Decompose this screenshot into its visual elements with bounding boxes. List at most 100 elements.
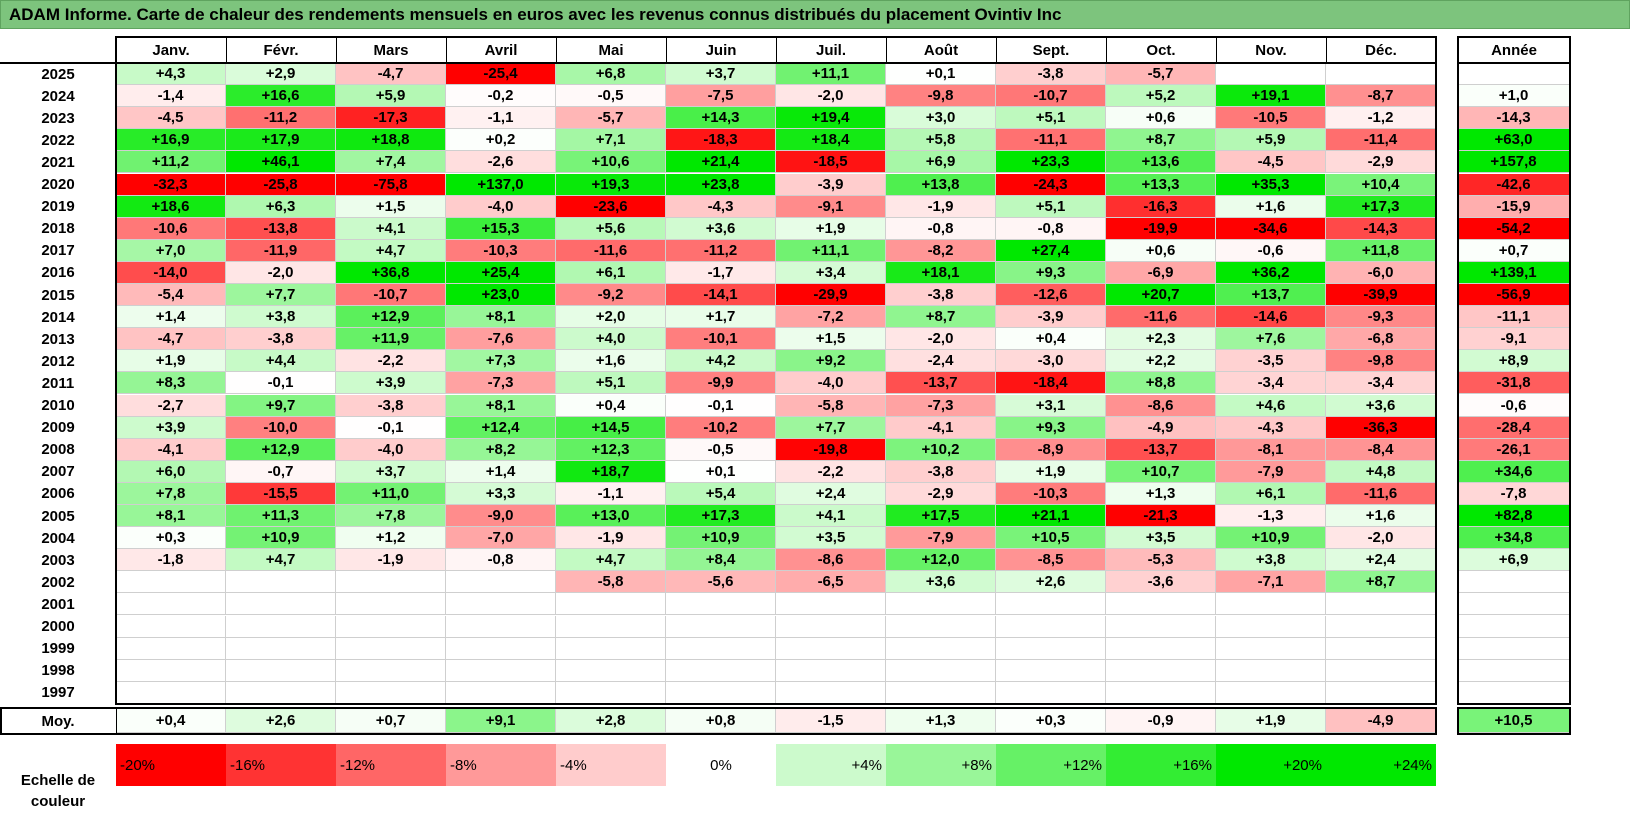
average-cell: +2,8 (556, 709, 666, 733)
heatmap-cell: -14,6 (1216, 306, 1326, 329)
heatmap-cell (886, 637, 996, 660)
year-label: 2001 (41, 595, 75, 613)
heatmap-cell (886, 681, 996, 704)
heatmap-cell: -7,6 (446, 328, 556, 351)
year-total-cell (1458, 615, 1570, 638)
heatmap-cell: -4,5 (1216, 151, 1326, 174)
heatmap-cell: +1,2 (336, 527, 446, 550)
heatmap-cell: +4,4 (226, 350, 336, 373)
year-label: 2025 (41, 65, 75, 83)
heatmap-cell: -7,9 (886, 527, 996, 550)
heatmap-cell: -12,6 (996, 284, 1106, 307)
heatmap-cell: +17,3 (666, 505, 776, 528)
heatmap-cell: -6,8 (1326, 328, 1436, 351)
heatmap-cell: +4,6 (1216, 394, 1326, 417)
year-label: 2018 (41, 220, 75, 238)
heatmap-cell: +7,8 (336, 505, 446, 528)
heatmap-cell: -8,1 (1216, 438, 1326, 461)
heatmap-cell: -11,6 (1106, 306, 1216, 329)
heatmap-cell: -0,1 (336, 416, 446, 439)
year-total-cell: +6,9 (1458, 549, 1570, 572)
heatmap-cell (1326, 593, 1436, 616)
heatmap-cell: -0,5 (556, 85, 666, 108)
month-header: Avril (484, 41, 518, 59)
heatmap-cell: +7,0 (116, 239, 226, 262)
heatmap-cell: +12,9 (226, 438, 336, 461)
heatmap-cell: -10,1 (666, 328, 776, 351)
average-cell: -4,9 (1326, 709, 1436, 733)
heatmap-cell: +10,4 (1326, 173, 1436, 196)
heatmap-cell: +2,4 (776, 482, 886, 505)
heatmap-cell: -8,9 (996, 438, 1106, 461)
heatmap-cell: +14,3 (666, 107, 776, 130)
month-header: Déc. (1365, 41, 1397, 59)
heatmap-cell: -2,4 (886, 350, 996, 373)
heatmap-cell: +7,7 (226, 284, 336, 307)
heatmap-cell (556, 615, 666, 638)
heatmap-cell: -0,8 (446, 549, 556, 572)
heatmap-cell: -7,3 (446, 372, 556, 395)
heatmap-cell: +10,2 (886, 438, 996, 461)
heatmap-cell: -3,8 (886, 284, 996, 307)
heatmap-cell: +3,9 (116, 416, 226, 439)
year-total-cell: -31,8 (1458, 372, 1570, 395)
heatmap-cell: +2,9 (226, 63, 336, 86)
average-cell: -1,5 (776, 709, 886, 733)
heatmap-cell (446, 681, 556, 704)
heatmap-cell: +9,3 (996, 416, 1106, 439)
heatmap-cell: +11,9 (336, 328, 446, 351)
year-total-cell: -11,1 (1458, 306, 1570, 329)
heatmap-cell: -2,2 (776, 460, 886, 483)
heatmap-cell: +5,4 (666, 482, 776, 505)
heatmap-cell: -9,2 (556, 284, 666, 307)
heatmap-cell (1326, 615, 1436, 638)
heatmap-cell: +0,4 (556, 394, 666, 417)
year-label: 2020 (41, 176, 75, 194)
year-label: 2008 (41, 441, 75, 459)
color-scale-stop: +24% (1326, 744, 1436, 786)
year-label: 2007 (41, 463, 75, 481)
year-label: 2004 (41, 529, 75, 547)
heatmap-cell: +17,3 (1326, 195, 1436, 218)
year-total-cell (1458, 637, 1570, 660)
heatmap-cell (996, 637, 1106, 660)
year-total-cell: -56,9 (1458, 284, 1570, 307)
heatmap-cell (556, 681, 666, 704)
heatmap-cell (446, 637, 556, 660)
heatmap-cell: +36,8 (336, 261, 446, 284)
heatmap-cell: -5,8 (776, 394, 886, 417)
heatmap-cell: +16,6 (226, 85, 336, 108)
heatmap-cell: +27,4 (996, 239, 1106, 262)
heatmap-cell: -4,3 (1216, 416, 1326, 439)
heatmap-cell: -4,3 (666, 195, 776, 218)
heatmap-cell: -11,6 (1326, 482, 1436, 505)
heatmap-cell: +5,1 (556, 372, 666, 395)
heatmap-cell: +3,6 (886, 571, 996, 594)
heatmap-cell: -4,0 (336, 438, 446, 461)
heatmap-cell: -14,3 (1326, 217, 1436, 240)
year-label: 2013 (41, 330, 75, 348)
heatmap-cell (1326, 659, 1436, 682)
year-total-cell: +157,8 (1458, 151, 1570, 174)
heatmap-cell: +9,7 (226, 394, 336, 417)
average-cell: -0,9 (1106, 709, 1216, 733)
heatmap-cell: +2,0 (556, 306, 666, 329)
heatmap-cell: -9,8 (886, 85, 996, 108)
heatmap-cell (336, 681, 446, 704)
heatmap-cell: -8,5 (996, 549, 1106, 572)
heatmap-cell: -14,0 (116, 261, 226, 284)
year-label: 2000 (41, 618, 75, 636)
heatmap-cell: -18,4 (996, 372, 1106, 395)
heatmap-cell (886, 593, 996, 616)
heatmap-cell: -19,8 (776, 438, 886, 461)
heatmap-cell: -5,8 (556, 571, 666, 594)
year-label: 1997 (41, 684, 75, 702)
heatmap-cell: -1,9 (556, 527, 666, 550)
heatmap-cell: -7,0 (446, 527, 556, 550)
heatmap-cell: -39,9 (1326, 284, 1436, 307)
heatmap-cell: -10,5 (1216, 107, 1326, 130)
year-label: 2010 (41, 397, 75, 415)
heatmap-cell (446, 571, 556, 594)
heatmap-cell (886, 615, 996, 638)
heatmap-cell: -3,9 (776, 173, 886, 196)
